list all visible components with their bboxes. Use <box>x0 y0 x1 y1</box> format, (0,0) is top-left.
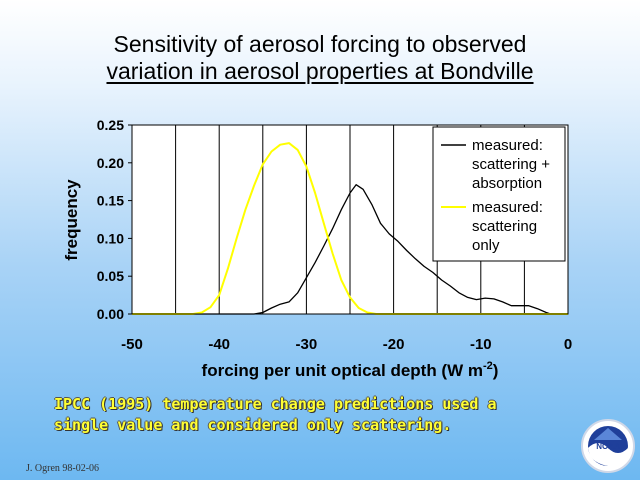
logo-text: NOAA <box>596 442 620 451</box>
y-tick-label-4: 0.20 <box>97 155 124 171</box>
x-axis-label: forcing per unit optical depth (W m-2) <box>202 360 499 380</box>
x-tick-label-5: 0 <box>564 336 572 353</box>
series-line-measured-scattering-absorption <box>132 184 568 315</box>
legend-label-1-line-0: measured: <box>472 199 543 216</box>
footnote-line-2: single value and considered only scatter… <box>54 416 452 434</box>
y-tick-label-3: 0.15 <box>97 193 124 209</box>
x-axis-label-main: forcing per unit optical depth (W m <box>202 361 483 380</box>
x-axis-label-superscript: -2 <box>483 360 493 372</box>
legend-label-1-line-2: only <box>472 237 500 254</box>
plot-border <box>131 124 569 315</box>
y-tick-label-5: 0.25 <box>97 117 124 133</box>
y-tick-label-0: 0.00 <box>97 306 124 322</box>
author-credit: J. Ogren 98-02-06 <box>26 463 100 474</box>
legend-label-0-line-2: absorption <box>472 175 542 192</box>
legend-label-1-line-1: scattering <box>472 218 537 235</box>
legend-label-0-line-0: measured: <box>472 137 543 154</box>
title-line-2: variation in aerosol properties at Bondv… <box>106 58 534 84</box>
x-tick-label-1: -40 <box>208 336 230 353</box>
footnote-line-1: IPCC (1995) temperature change predictio… <box>54 395 497 413</box>
ipcc-footnote: IPCC (1995) temperature change predictio… <box>54 394 594 436</box>
x-axis: -50 -40 -30 -20 -10 0 <box>121 336 572 353</box>
x-tick-label-4: -10 <box>470 336 492 353</box>
x-tick-label-2: -30 <box>296 336 318 353</box>
y-tick-label-2: 0.10 <box>97 230 124 246</box>
title-line-1: Sensitivity of aerosol forcing to observ… <box>113 31 527 57</box>
slide-title: Sensitivity of aerosol forcing to observ… <box>0 31 640 85</box>
x-axis-label-close: ) <box>493 361 499 380</box>
series-lines <box>132 142 568 315</box>
noaa-logo-icon: NOAA <box>581 419 635 473</box>
y-tick-label-1: 0.05 <box>97 268 124 284</box>
legend-label-0-line-1: scattering + <box>472 156 550 173</box>
legend: measured: scattering + absorption measur… <box>432 126 566 262</box>
series-line-measured-scattering-only <box>132 142 568 315</box>
x-tick-label-3: -20 <box>383 336 405 353</box>
legend-box <box>432 126 566 262</box>
x-tick-label-0: -50 <box>121 336 143 353</box>
y-axis-label: frequency <box>62 179 81 261</box>
y-axis: 0.00 0.05 0.10 0.15 0.20 0.25 <box>97 117 132 322</box>
